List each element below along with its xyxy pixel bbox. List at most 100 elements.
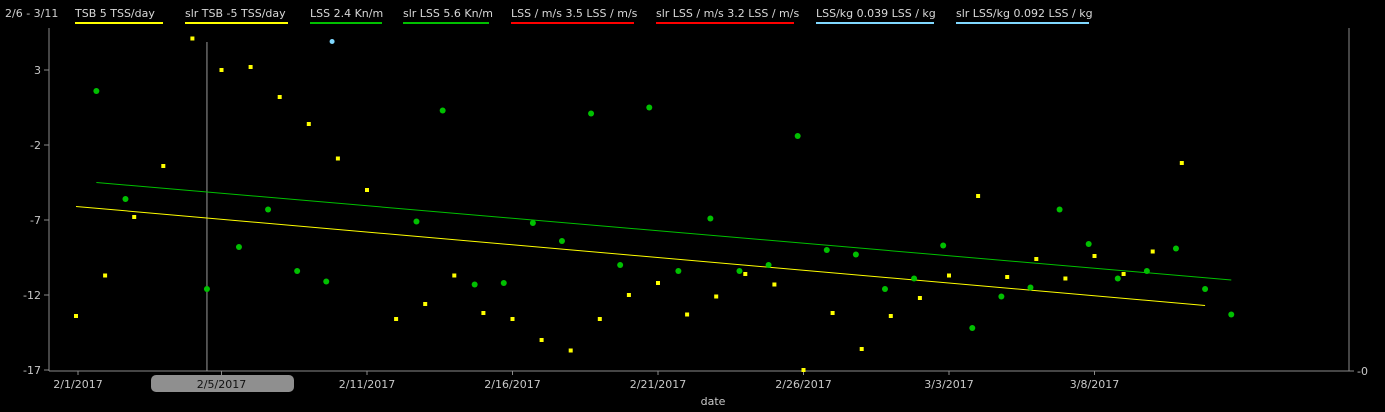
legend-item-5[interactable]: slr LSS / m/s 3.2 LSS / m/s: [656, 7, 799, 24]
data-point-tsb[interactable]: [394, 317, 399, 321]
data-point-tsb[interactable]: [888, 314, 893, 318]
data-point-lss[interactable]: [294, 268, 301, 274]
data-point-tsb[interactable]: [103, 273, 108, 278]
legend-item-6[interactable]: LSS/kg 0.039 LSS / kg: [816, 7, 936, 24]
legend-color-bar: [511, 22, 634, 24]
data-point-lss[interactable]: [736, 268, 743, 274]
data-point-tsb[interactable]: [539, 338, 544, 342]
data-point-lss[interactable]: [1027, 284, 1034, 291]
data-point-tsb[interactable]: [161, 164, 166, 168]
data-point-tsb[interactable]: [452, 273, 457, 278]
data-point-tsb[interactable]: [568, 348, 573, 353]
x-tick-label: 3/3/2017: [924, 378, 973, 391]
data-point-lss[interactable]: [940, 242, 947, 249]
data-point-lss[interactable]: [675, 268, 682, 274]
data-point-lss[interactable]: [823, 247, 830, 253]
data-point-lss[interactable]: [93, 88, 100, 94]
data-point-tsb[interactable]: [917, 296, 922, 300]
x-axis-scrollbar-thumb[interactable]: [151, 375, 294, 392]
data-point-tsb[interactable]: [597, 317, 602, 321]
data-point-lss[interactable]: [646, 104, 653, 111]
legend-color-bar: [656, 22, 794, 24]
data-point-tsb[interactable]: [1150, 249, 1155, 254]
data-point-tsb[interactable]: [1179, 161, 1184, 165]
data-point-tsb[interactable]: [481, 311, 486, 315]
data-point-tsb[interactable]: [1063, 276, 1068, 281]
data-point-lss[interactable]: [500, 280, 507, 286]
legend-item-1[interactable]: slr TSB -5 TSS/day: [185, 7, 288, 24]
data-point-lss[interactable]: [911, 275, 918, 282]
data-point-lss[interactable]: [1172, 245, 1179, 252]
legend-item-4[interactable]: LSS / m/s 3.5 LSS / m/s: [511, 7, 637, 24]
data-point-lss[interactable]: [588, 110, 595, 117]
data-point-lss[interactable]: [617, 262, 624, 268]
data-point-lss[interactable]: [413, 218, 420, 225]
legend-color-bar: [956, 22, 1089, 24]
data-point-lss[interactable]: [881, 286, 888, 292]
data-point-tsb[interactable]: [743, 272, 748, 276]
legend-item-2[interactable]: LSS 2.4 Kn/m: [310, 7, 383, 24]
data-point-tsb[interactable]: [74, 314, 78, 318]
data-point-lss[interactable]: [794, 133, 801, 139]
data-point-lss[interactable]: [1228, 311, 1235, 318]
trend-line-slr-tsb: [75, 206, 1206, 306]
data-point-tsb[interactable]: [306, 122, 311, 126]
data-point-tsb[interactable]: [423, 302, 428, 306]
data-point-tsb[interactable]: [190, 36, 195, 41]
data-point-tsb[interactable]: [1005, 275, 1010, 279]
legend-color-bar: [403, 22, 489, 24]
data-point-lss[interactable]: [707, 215, 714, 222]
data-point-tsb[interactable]: [830, 311, 835, 315]
data-point-lss[interactable]: [1202, 286, 1209, 292]
data-point-tsb[interactable]: [947, 273, 951, 278]
date-range-label: 2/6 - 3/11: [5, 7, 59, 20]
legend-item-3[interactable]: slr LSS 5.6 Kn/m: [403, 7, 493, 24]
data-point-lss[interactable]: [1056, 206, 1063, 213]
data-point-tsb[interactable]: [1034, 257, 1039, 261]
data-point-lss[interactable]: [122, 196, 129, 202]
data-point-tsb[interactable]: [1121, 272, 1126, 276]
y-tick-label: 3: [34, 64, 41, 77]
data-point-lss[interactable]: [265, 206, 272, 213]
x-tick-label: 2/1/2017: [53, 378, 102, 391]
data-point-lss[interactable]: [1114, 275, 1121, 282]
data-point-tsb[interactable]: [365, 188, 369, 192]
data-point-lss[interactable]: [529, 220, 536, 226]
data-point-lss[interactable]: [558, 238, 565, 244]
data-point-tsb[interactable]: [801, 368, 806, 372]
data-point-tsb[interactable]: [976, 194, 981, 198]
legend-color-bar: [185, 22, 288, 24]
data-point-tsb[interactable]: [335, 156, 340, 161]
legend-color-bar: [816, 22, 934, 24]
y2-tick-label: -0: [1357, 365, 1368, 378]
data-point-tsb[interactable]: [714, 294, 719, 299]
x-axis-label: date: [701, 395, 726, 408]
data-point-lss[interactable]: [1085, 241, 1092, 247]
data-point-tsb[interactable]: [510, 317, 515, 321]
data-point-lss[interactable]: [323, 278, 330, 285]
data-point-tsb[interactable]: [1092, 254, 1097, 258]
data-point-lss-kg[interactable]: [329, 39, 335, 44]
data-point-tsb[interactable]: [248, 65, 253, 69]
data-point-lss[interactable]: [235, 244, 242, 250]
data-point-lss[interactable]: [471, 281, 478, 288]
data-point-lss[interactable]: [998, 293, 1005, 300]
data-point-lss[interactable]: [1143, 268, 1150, 274]
data-point-tsb[interactable]: [277, 95, 282, 99]
legend-item-7[interactable]: slr LSS/kg 0.092 LSS / kg: [956, 7, 1093, 24]
data-point-tsb[interactable]: [219, 68, 224, 72]
data-point-tsb[interactable]: [132, 215, 137, 219]
data-point-tsb[interactable]: [859, 347, 864, 351]
data-point-tsb[interactable]: [772, 282, 777, 287]
data-point-tsb[interactable]: [685, 312, 690, 317]
data-point-tsb[interactable]: [656, 281, 660, 285]
data-point-lss[interactable]: [203, 286, 210, 292]
data-point-lss[interactable]: [765, 262, 772, 268]
data-point-lss[interactable]: [852, 251, 859, 258]
legend-item-0[interactable]: TSB 5 TSS/day: [75, 7, 163, 24]
data-point-tsb[interactable]: [626, 293, 631, 297]
data-point-lss[interactable]: [439, 107, 446, 114]
trend-line-slr-lss: [96, 182, 1232, 281]
data-point-lss[interactable]: [969, 325, 976, 331]
